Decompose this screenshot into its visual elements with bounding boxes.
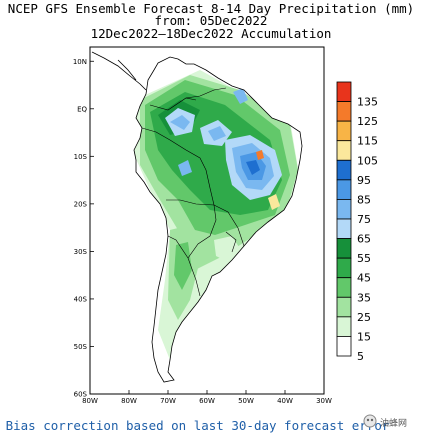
colorbar-swatch	[336, 179, 352, 200]
colorbar-label: 75	[357, 213, 371, 226]
colorbar-label: 65	[357, 233, 371, 246]
lon-label: 60W	[199, 397, 215, 405]
colorbar-swatch	[336, 218, 352, 239]
colorbar-label: 135	[357, 96, 378, 109]
lat-label: 40S	[74, 295, 88, 303]
colorbar-label: 25	[357, 311, 371, 324]
latitude-axis: 10N EQ 10S 20S 30S 40S 50S 60S	[73, 58, 94, 399]
colorbar-label: 45	[357, 272, 371, 285]
lon-label: 50W	[238, 397, 254, 405]
country-borders	[141, 87, 245, 297]
colorbar-swatch	[336, 238, 352, 259]
colorbar-swatch	[336, 159, 352, 181]
lon-label: 30W	[316, 397, 332, 405]
watermark-logo-icon	[363, 414, 377, 428]
colorbar-swatch	[336, 296, 352, 318]
colorbar-label: 55	[357, 252, 371, 265]
longitude-axis: 80W 80W 70W 60W 50W 40W 30W	[82, 390, 332, 405]
colorbar-swatch	[336, 316, 352, 337]
colorbar-label: 15	[357, 330, 371, 343]
lon-label: 40W	[277, 397, 293, 405]
colorbar-label: 95	[357, 174, 371, 187]
colorbar-label: 105	[357, 154, 378, 167]
lat-label: 10S	[74, 153, 88, 161]
south-america-coastline	[133, 56, 303, 383]
lon-label: 80W	[121, 397, 137, 405]
lat-label: 30S	[74, 248, 88, 256]
colorbar-swatch	[336, 120, 352, 142]
colorbar-swatch	[336, 257, 352, 279]
lat-label: 50S	[74, 343, 88, 351]
colorbar-label: 85	[357, 193, 371, 206]
lat-label: EQ	[77, 105, 87, 113]
lat-label: 20S	[74, 200, 88, 208]
lat-label: 10N	[73, 58, 87, 66]
colorbar-swatch	[336, 277, 352, 298]
central-america-coastline	[91, 51, 147, 91]
colorbar-swatch	[336, 199, 352, 220]
lon-label: 70W	[160, 397, 176, 405]
colorbar-label: 115	[357, 135, 378, 148]
lat-label: 60S	[74, 391, 88, 399]
colorbar-swatch	[336, 336, 352, 357]
chart-title-line2: from: 05Dec2022	[154, 13, 268, 28]
colorbar-swatch	[336, 101, 352, 122]
chart-title-line1: NCEP GFS Ensemble Forecast 8-14 Day Prec…	[7, 1, 415, 16]
lon-label: 80W	[82, 397, 98, 405]
watermark-text: 油蜂网	[380, 419, 408, 429]
colorbar-swatch	[336, 140, 352, 161]
bias-correction-footer: Bias correction based on last 30-day for…	[5, 418, 390, 433]
chart-title-line3: 12Dec2022—18Dec2022 Accumulation	[90, 26, 332, 41]
colorbar-label: 35	[357, 291, 371, 304]
colorbar-swatch	[336, 81, 352, 102]
colorbar-label: 5	[357, 350, 364, 363]
colorbar-label: 125	[357, 115, 378, 128]
colorbar: 135 125 115 105 95 85 75 65 55 45 35 25 15 5	[336, 81, 378, 363]
